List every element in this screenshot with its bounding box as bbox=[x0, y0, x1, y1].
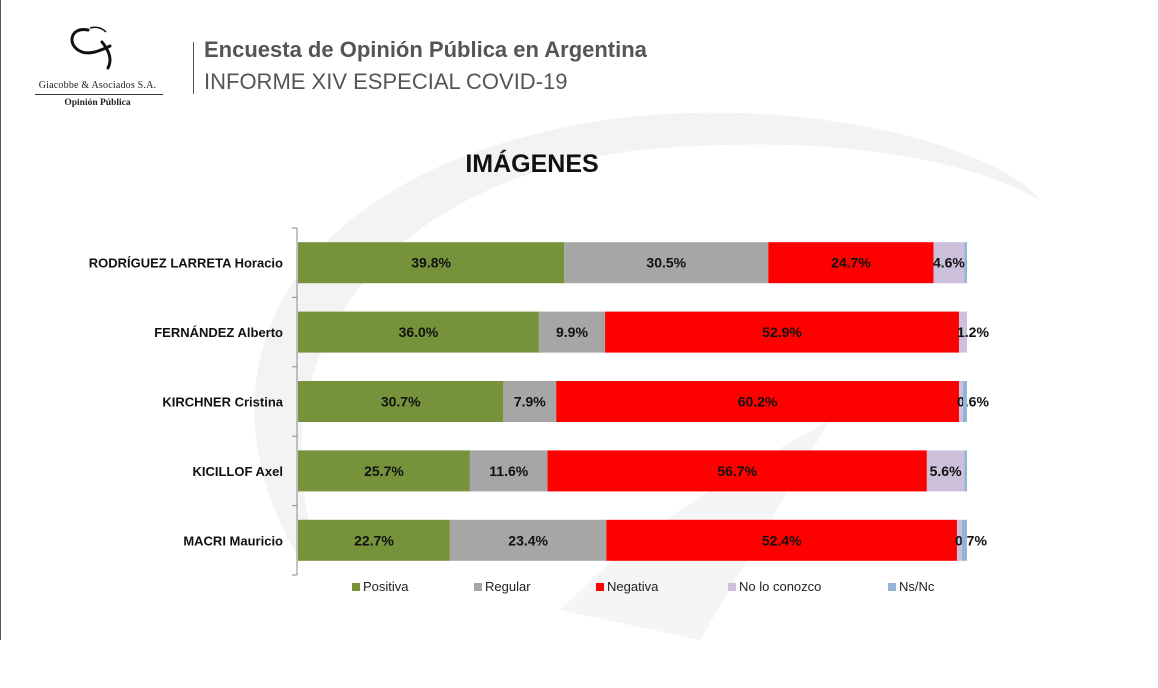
legend-swatch bbox=[596, 583, 604, 591]
data-label: 22.7% bbox=[354, 532, 394, 548]
data-label: 0.7% bbox=[955, 532, 987, 548]
data-label: 60.2% bbox=[738, 394, 778, 410]
data-label: 25.7% bbox=[364, 463, 404, 479]
bar-segment-no-lo-conozco bbox=[956, 519, 962, 561]
legend-swatch bbox=[474, 583, 482, 591]
bar-segment-positiva bbox=[298, 242, 565, 284]
data-label: 9.9% bbox=[556, 324, 588, 340]
page-title: Encuesta de Opinión Pública en Argentina bbox=[204, 37, 647, 62]
bar-segment-regular bbox=[449, 519, 607, 561]
legend-entry: Ns/Nc bbox=[899, 579, 935, 594]
bar-segment-negativa bbox=[547, 450, 927, 492]
category-label: MACRI Mauricio bbox=[183, 533, 283, 548]
bar-segment-positiva bbox=[298, 311, 539, 353]
legend-entry: No lo conozco bbox=[739, 579, 821, 594]
logo-tagline: Opinión Pública bbox=[64, 98, 131, 108]
data-label: 56.7% bbox=[717, 463, 757, 479]
bar-segment-regular bbox=[564, 242, 769, 284]
bar-segment-regular bbox=[538, 311, 606, 353]
bar-segment-regular bbox=[503, 381, 557, 422]
bar-segment-no-lo-conozco bbox=[926, 450, 965, 492]
legend-entry: Regular bbox=[485, 579, 531, 594]
logo-mark-icon bbox=[70, 26, 112, 70]
category-label: KICILLOF Axel bbox=[192, 464, 283, 479]
category-label: RODRÍGUEZ LARRETA Horacio bbox=[89, 256, 283, 271]
legend-entry: Negativa bbox=[607, 579, 659, 594]
category-label: FERNÁNDEZ Alberto bbox=[154, 325, 283, 340]
page-subtitle: INFORME XIV ESPECIAL COVID-19 bbox=[204, 69, 568, 94]
legend-swatch bbox=[888, 583, 896, 591]
data-label: 0.6% bbox=[957, 394, 989, 410]
bar-segment-ns-nc bbox=[964, 450, 967, 492]
bar-segment-positiva bbox=[298, 450, 470, 492]
legend-entry: Positiva bbox=[363, 579, 409, 594]
data-label: 30.5% bbox=[646, 255, 686, 271]
bar-segment-ns-nc bbox=[962, 381, 967, 422]
bar-segment-regular bbox=[469, 450, 548, 492]
bar-segment-negativa bbox=[606, 519, 957, 561]
data-label: 23.4% bbox=[508, 532, 548, 548]
data-label: 36.0% bbox=[399, 324, 439, 340]
logo-divider bbox=[35, 94, 163, 95]
bar-segment-ns-nc bbox=[961, 519, 967, 561]
bar-segment-negativa bbox=[605, 311, 959, 353]
legend-swatch bbox=[728, 583, 736, 591]
data-label: 5.6% bbox=[930, 463, 962, 479]
data-label: 1.2% bbox=[957, 324, 989, 340]
chart-title: IMÁGENES bbox=[465, 150, 599, 178]
bar-segment-no-lo-conozco bbox=[958, 381, 963, 422]
bar-segment-negativa bbox=[768, 242, 934, 284]
logo-company-name: Giacobbe & Asociados S.A. bbox=[38, 80, 157, 91]
company-logo: Giacobbe & Asociados S.A. Opinión Públic… bbox=[30, 22, 165, 114]
page-edge bbox=[0, 0, 1, 640]
bar-segment-positiva bbox=[298, 519, 450, 561]
data-label: 30.7% bbox=[381, 394, 421, 410]
data-label: 24.7% bbox=[831, 255, 871, 271]
bar-segment-no-lo-conozco bbox=[958, 311, 967, 353]
data-label: 11.6% bbox=[489, 463, 528, 479]
data-label: 7.9% bbox=[514, 394, 546, 410]
data-label: 39.8% bbox=[411, 255, 451, 271]
data-label: 52.9% bbox=[762, 324, 802, 340]
category-label: KIRCHNER Cristina bbox=[162, 395, 283, 410]
bar-segment-negativa bbox=[556, 381, 959, 422]
bar-segment-no-lo-conozco bbox=[933, 242, 965, 284]
bar-segment-ns-nc bbox=[964, 242, 967, 284]
bar-segment-positiva bbox=[298, 381, 504, 422]
legend-swatch bbox=[352, 583, 360, 591]
header-divider bbox=[193, 42, 194, 94]
data-label: 4.6% bbox=[933, 255, 965, 271]
data-label: 52.4% bbox=[762, 532, 802, 548]
